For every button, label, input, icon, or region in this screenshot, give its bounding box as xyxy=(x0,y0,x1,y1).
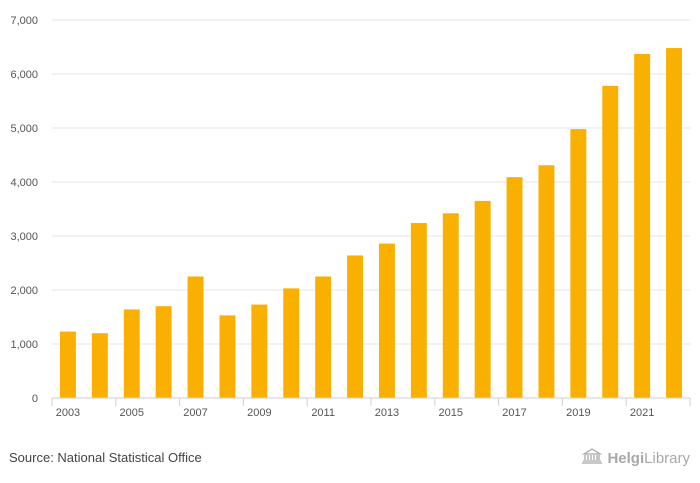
bar-2004[interactable] xyxy=(91,333,108,398)
bar-2009[interactable] xyxy=(251,304,268,398)
bar-2008[interactable] xyxy=(219,315,236,398)
source-note: Source: National Statistical Office xyxy=(9,450,202,465)
x-axis-ticks: 2003 2005 2007 2009 2011 2013 2015 2017 2019 2021 xyxy=(51,398,691,419)
bar-2015[interactable] xyxy=(442,213,459,398)
y-tick-label: 7,000 xyxy=(10,15,38,27)
bar-2005[interactable] xyxy=(123,309,140,398)
bar-2006[interactable] xyxy=(155,306,172,398)
bar-2018[interactable] xyxy=(538,165,555,398)
x-tick-label: 2021 xyxy=(630,407,654,419)
bar-2016[interactable] xyxy=(474,200,491,398)
x-tick-label: 2009 xyxy=(247,407,271,419)
y-tick-label: 4,000 xyxy=(10,177,38,189)
bar-2007[interactable] xyxy=(187,276,204,399)
bar-2010[interactable] xyxy=(283,288,300,398)
x-tick-label: 2011 xyxy=(311,407,335,419)
library-building-icon xyxy=(581,448,603,468)
bar-2022[interactable] xyxy=(666,48,683,399)
x-tick-label: 2007 xyxy=(183,407,207,419)
bar-2021[interactable] xyxy=(634,54,651,399)
y-axis-ticks: 0 1,000 2,000 3,000 4,000 5,000 6,000 7,000 xyxy=(10,15,38,405)
gridlines xyxy=(52,19,690,345)
y-tick-label: 6,000 xyxy=(10,69,38,81)
x-tick-label: 2015 xyxy=(439,407,463,419)
bar-2012[interactable] xyxy=(347,255,364,398)
x-tick-label: 2005 xyxy=(120,407,144,419)
x-tick-label: 2003 xyxy=(56,407,80,419)
bars xyxy=(59,48,683,399)
y-tick-label: 5,000 xyxy=(10,123,38,135)
brand-name-helgi: Helgi xyxy=(607,449,645,467)
x-tick-label: 2013 xyxy=(375,407,399,419)
bar-2011[interactable] xyxy=(315,276,332,399)
x-tick-label: 2019 xyxy=(566,407,590,419)
bar-2020[interactable] xyxy=(602,85,619,398)
brand-name-library: Library xyxy=(644,449,690,467)
bar-2013[interactable] xyxy=(378,243,395,398)
bar-2017[interactable] xyxy=(506,177,523,398)
bar-2014[interactable] xyxy=(410,223,427,398)
y-tick-label: 0 xyxy=(32,393,38,405)
y-tick-label: 3,000 xyxy=(10,231,38,243)
bar-chart: 0 1,000 2,000 3,000 4,000 5,000 6,000 7,000 200… xyxy=(10,15,691,419)
x-tick-label: 2017 xyxy=(502,407,526,419)
bar-2003[interactable] xyxy=(59,331,76,398)
helgi-library-logo[interactable]: HelgiLibrary xyxy=(581,448,690,468)
bar-2019[interactable] xyxy=(570,129,587,398)
y-tick-label: 2,000 xyxy=(10,285,38,297)
y-tick-label: 1,000 xyxy=(10,339,38,351)
